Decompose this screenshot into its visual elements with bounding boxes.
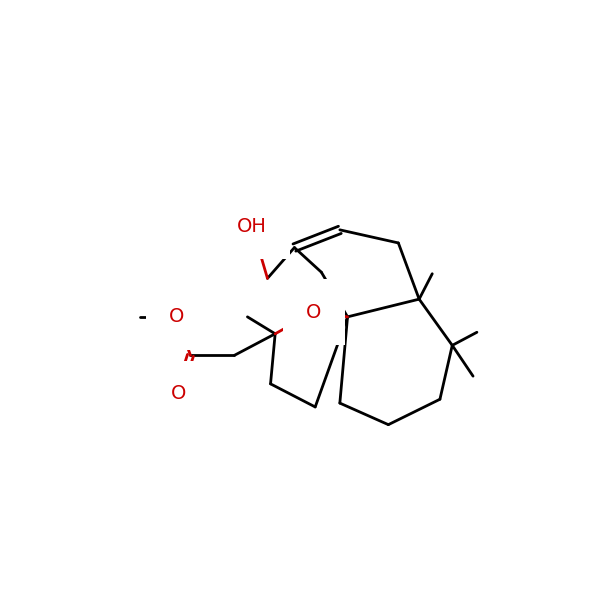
- Text: O: O: [170, 385, 186, 403]
- Text: OH: OH: [237, 217, 267, 235]
- Text: O: O: [169, 307, 184, 326]
- Text: O: O: [306, 303, 322, 322]
